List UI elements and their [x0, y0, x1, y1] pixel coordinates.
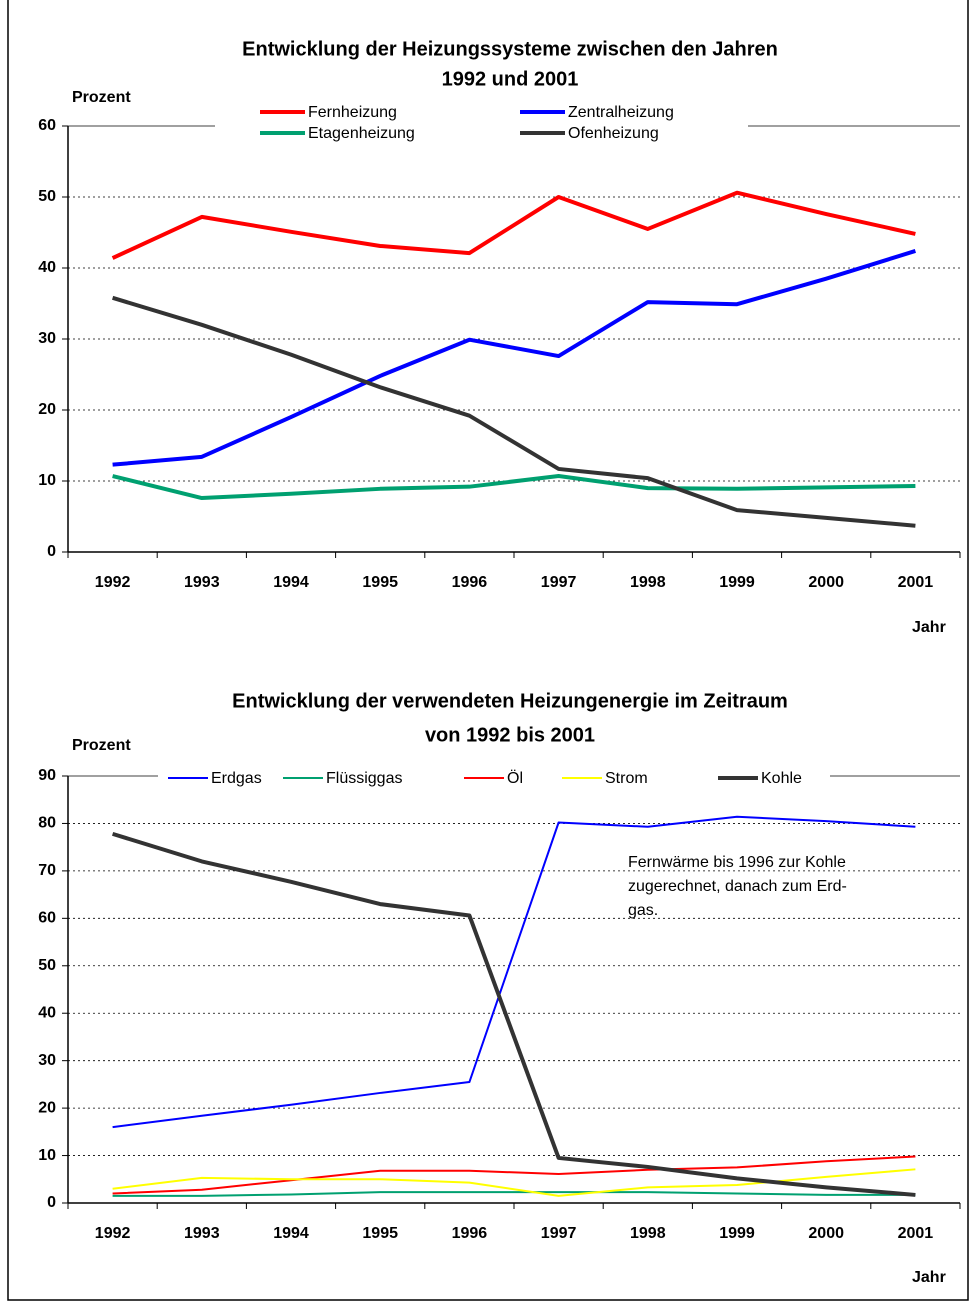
legend-label: Strom [605, 770, 648, 787]
annotation: gas. [628, 902, 658, 919]
annotation: Fernwärme bis 1996 zur Kohle [628, 854, 846, 871]
y-tick-label: 30 [38, 330, 56, 347]
y-tick-label: 50 [38, 957, 56, 974]
series-line [112, 474, 916, 501]
series-line [111, 190, 916, 260]
y-tick-label: 10 [38, 1147, 56, 1164]
frame [7, 0, 969, 1301]
y-tick-label: 50 [38, 188, 56, 205]
y-tick-label: 0 [47, 543, 56, 560]
x-tick-label: 1998 [630, 574, 666, 591]
chart-title: von 1992 bis 2001 [425, 724, 595, 746]
x-tick-label: 1999 [719, 574, 755, 591]
y-tick-label: 20 [38, 1099, 56, 1116]
x-tick-label: 2001 [898, 1225, 934, 1242]
x-tick-label: 1992 [95, 574, 131, 591]
y-tick-label: 0 [47, 1194, 56, 1211]
chart-title: Entwicklung der verwendeten Heizungenerg… [232, 690, 788, 712]
series-line [112, 1155, 916, 1195]
legend-label: Flüssiggas [326, 770, 402, 787]
y-tick-label: 70 [38, 862, 56, 879]
y-tick-label: 90 [38, 767, 56, 784]
y-axis-label: Prozent [72, 89, 131, 106]
series-line [112, 249, 916, 467]
series-line [112, 831, 916, 1197]
x-tick-label: 1993 [184, 1225, 220, 1242]
x-tick-label: 1995 [362, 1225, 398, 1242]
series-line [112, 1191, 916, 1197]
legend-label: Kohle [761, 770, 802, 787]
x-tick-label: 1994 [273, 1225, 309, 1242]
x-tick-label: 2000 [808, 1225, 844, 1242]
x-tick-label: 1996 [452, 574, 488, 591]
y-tick-label: 80 [38, 815, 56, 832]
x-tick-label: 2001 [898, 574, 934, 591]
x-tick-label: 1998 [630, 1225, 666, 1242]
annotation: zugerechnet, danach zum Erd- [628, 878, 847, 895]
x-tick-label: 1999 [719, 1225, 755, 1242]
x-axis-label: Jahr [912, 619, 946, 636]
y-tick-label: 10 [38, 472, 56, 489]
chart-title: 1992 und 2001 [442, 68, 579, 90]
x-tick-label: 2000 [808, 574, 844, 591]
legend-label: Erdgas [211, 770, 262, 787]
x-tick-label: 1994 [273, 574, 309, 591]
legend-label: Etagenheizung [308, 125, 415, 142]
x-tick-label: 1997 [541, 574, 577, 591]
legend-label: Zentralheizung [568, 104, 674, 121]
series-line [112, 815, 916, 1129]
legend-label: Fernheizung [308, 104, 397, 121]
chart-title: Entwicklung der Heizungssysteme zwischen… [242, 38, 778, 60]
y-tick-label: 20 [38, 401, 56, 418]
y-tick-label: 60 [38, 117, 56, 134]
x-axis-label: Jahr [912, 1269, 946, 1286]
x-tick-label: 1997 [541, 1225, 577, 1242]
y-tick-label: 40 [38, 259, 56, 276]
x-tick-label: 1995 [362, 574, 398, 591]
legend-label: Öl [507, 769, 523, 787]
y-tick-label: 30 [38, 1052, 56, 1069]
legend-label: Ofenheizung [568, 125, 659, 142]
y-tick-label: 40 [38, 1004, 56, 1021]
x-tick-label: 1996 [452, 1225, 488, 1242]
series-line [112, 295, 916, 528]
y-axis-label: Prozent [72, 737, 131, 754]
y-tick-label: 60 [38, 910, 56, 927]
x-tick-label: 1993 [184, 574, 220, 591]
x-tick-label: 1992 [95, 1225, 131, 1242]
